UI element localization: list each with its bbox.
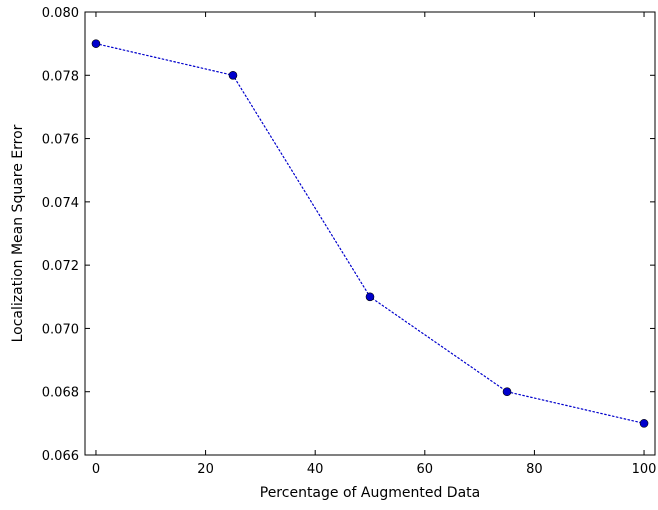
x-tick-label: 80 xyxy=(526,462,543,477)
y-tick-label: 0.072 xyxy=(42,259,79,274)
x-tick-label: 40 xyxy=(307,462,324,477)
y-tick-label: 0.070 xyxy=(42,322,79,337)
data-point xyxy=(639,419,649,428)
y-tick-label: 0.078 xyxy=(42,69,79,84)
x-tick-label: 60 xyxy=(417,462,434,477)
y-tick-label: 0.066 xyxy=(42,449,79,464)
x-axis-label: Percentage of Augmented Data xyxy=(260,485,480,501)
y-tick-label: 0.076 xyxy=(42,133,79,148)
plot-frame xyxy=(84,11,656,456)
x-tick-label: 100 xyxy=(632,462,657,477)
y-tick-label: 0.074 xyxy=(42,196,79,211)
y-axis-label: Localization Mean Square Error xyxy=(10,124,26,342)
data-point xyxy=(228,70,238,80)
x-tick-label: 20 xyxy=(197,462,214,477)
data-point xyxy=(502,387,512,397)
ticks-layer: 0 20 40 60 80 100 0.066 0.068 0.070 0.072 0.074 0.0… xyxy=(42,6,657,477)
data-point xyxy=(91,39,101,48)
y-tick-label: 0.080 xyxy=(42,6,79,21)
series-line xyxy=(95,43,645,424)
data-point xyxy=(365,292,375,302)
y-tick-label: 0.068 xyxy=(42,386,79,401)
x-tick-label: 0 xyxy=(92,462,100,477)
series-layer xyxy=(91,39,649,428)
